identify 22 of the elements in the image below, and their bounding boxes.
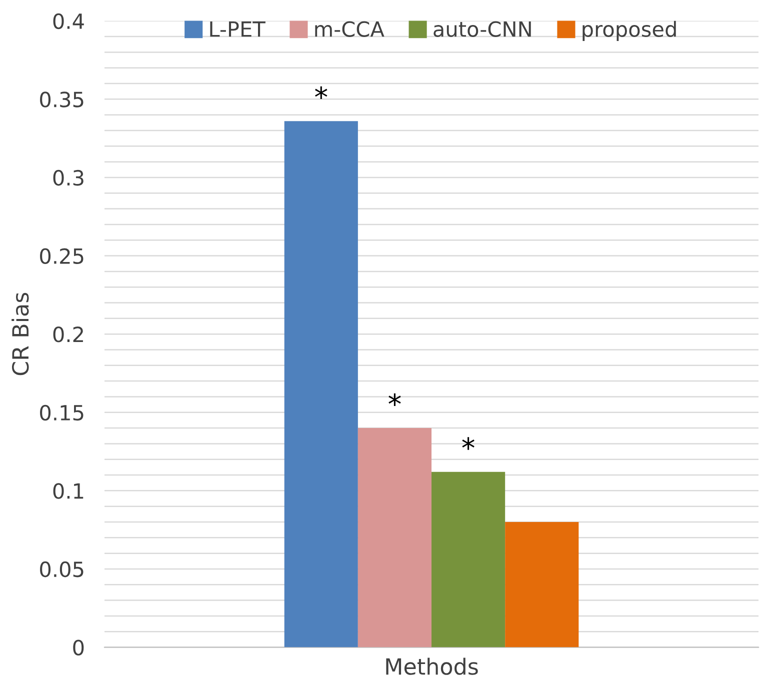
annotation: * [462,437,474,450]
y-tick-label: 0.4 [53,13,84,30]
legend-label: m-CCA [315,21,384,37]
annotation: * [388,393,401,406]
y-tick-label: 0.1 [53,483,84,499]
bar [358,428,432,648]
legend-label: L-PET [210,21,266,37]
y-tick-label: 0.3 [53,170,84,186]
bar [284,121,358,648]
y-tick-label: 0.15 [40,404,84,421]
x-axis-title: Methods [386,658,478,675]
y-tick-label: 0.35 [40,92,84,108]
legend-label: proposed [582,20,676,41]
y-tick-label: 0 [73,640,84,656]
y-tick-label: 0.25 [40,248,84,264]
bar [505,522,579,648]
annotation: * [315,86,328,100]
legend-label: auto-CNN [434,21,531,37]
y-axis-title: CR Bias [12,292,29,376]
y-tick-label: 0.2 [53,326,83,342]
y-tick-label: 0.05 [40,561,84,578]
bar [432,472,506,648]
